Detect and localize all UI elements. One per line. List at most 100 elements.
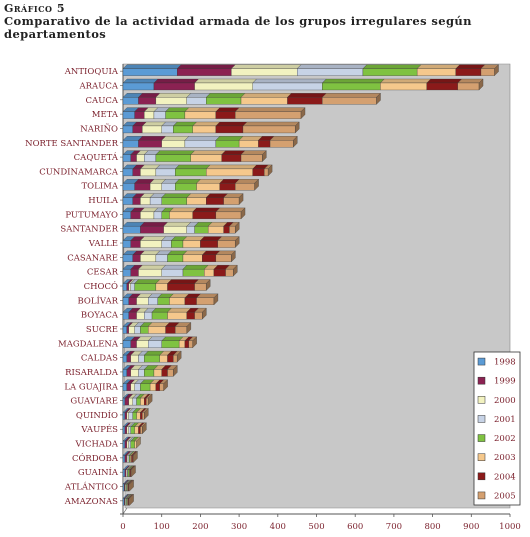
bar-segment <box>122 68 178 76</box>
bar-side <box>129 479 134 492</box>
bar-segment <box>130 154 137 162</box>
bar-segment <box>161 183 176 191</box>
bar-side <box>131 465 136 478</box>
x-tick-label: 1000 <box>499 522 521 532</box>
bar-segment <box>238 140 259 148</box>
category-label: CUNDINAMARCA <box>39 167 119 177</box>
bar-segment <box>149 383 157 391</box>
bar-segment <box>457 82 480 91</box>
bar-segment <box>215 140 240 148</box>
bar-segment <box>192 211 217 220</box>
bar-segment <box>140 397 145 406</box>
bar-segment <box>134 111 145 119</box>
bar-segment <box>196 297 215 305</box>
category-label: VICHADA <box>74 440 118 450</box>
bar-segment <box>194 283 207 291</box>
bar-segment <box>122 483 125 492</box>
bar-segment <box>122 369 128 377</box>
bar-side <box>186 322 192 334</box>
bar-segment <box>178 340 186 348</box>
bar-segment <box>126 383 131 391</box>
bar-segment-top <box>269 136 298 141</box>
bar-segment <box>130 383 135 391</box>
bar-segment <box>194 82 253 91</box>
bar-segment <box>122 297 129 305</box>
bar-segment <box>122 469 126 477</box>
bar-segment <box>167 254 184 263</box>
legend-swatch <box>477 415 486 423</box>
bar-segment <box>455 68 482 76</box>
bar-segment <box>124 412 128 420</box>
bar-segment <box>132 197 141 205</box>
bar-segment <box>148 326 166 334</box>
bar-segment <box>161 240 172 248</box>
bar-side <box>163 379 168 392</box>
bar-segment <box>204 269 215 277</box>
bar-segment-top <box>122 64 182 69</box>
bar-segment <box>231 68 298 76</box>
bar-segment <box>142 125 162 134</box>
bar-segment-top <box>416 64 461 69</box>
bar-segment <box>124 440 128 449</box>
bar-segment <box>169 211 193 220</box>
x-tick-label: 500 <box>308 522 324 532</box>
bar-segment <box>128 426 131 434</box>
legend-swatch <box>477 472 486 481</box>
bar-segment <box>134 383 141 391</box>
bar-segment <box>126 354 131 363</box>
bar-segment-top <box>192 207 221 213</box>
bar-side <box>173 365 178 377</box>
category-label: VAUPÉS <box>80 423 118 435</box>
bar-segment <box>130 369 139 377</box>
bar-segment-top <box>190 150 227 155</box>
bar-segment-top <box>161 193 192 198</box>
bar-segment <box>144 154 157 162</box>
bar-segment <box>186 226 195 234</box>
bar-side <box>235 221 240 234</box>
bar-segment <box>140 168 157 177</box>
bar-segment <box>200 240 218 248</box>
bar-side <box>267 164 273 177</box>
bar-segment <box>126 283 129 291</box>
bar-side <box>133 451 138 463</box>
bar-segment <box>128 283 131 291</box>
category-label: MAGDALENA <box>58 339 119 349</box>
bar-segment <box>122 211 131 220</box>
bar-segment-top <box>215 136 244 141</box>
x-tick-label: 800 <box>424 522 440 532</box>
bar-segment <box>206 97 242 105</box>
bar-segment <box>130 340 137 348</box>
bar-segment <box>322 97 377 105</box>
bar-segment <box>122 254 133 263</box>
bar-side <box>254 178 259 191</box>
bar-segment <box>122 397 126 406</box>
bar-segment <box>129 455 131 463</box>
bar-side <box>192 336 197 349</box>
bar-segment <box>169 297 186 305</box>
bar-segment <box>167 369 174 377</box>
bar-segment-top <box>161 265 188 270</box>
bar-segment <box>138 140 162 148</box>
bar-segment-top <box>457 78 484 84</box>
bar-segment-top <box>287 93 327 98</box>
bar-segment-top <box>167 279 199 284</box>
bar-segment <box>124 397 129 406</box>
bar-segment <box>416 68 456 76</box>
bar-segment <box>219 183 236 191</box>
bar-segment <box>130 426 135 434</box>
category-label: PUTUMAYO <box>65 210 118 220</box>
x-tick-label: 700 <box>386 522 402 532</box>
bar-segment <box>130 240 141 248</box>
bar-segment <box>190 154 222 162</box>
bar-segment <box>130 269 139 277</box>
bar-segment <box>142 412 145 420</box>
bar-segment-top <box>184 107 221 112</box>
bar-segment <box>161 140 186 148</box>
bar-segment <box>163 226 188 234</box>
category-label: LA GUAJIRA <box>64 382 118 392</box>
x-tick-label: 600 <box>347 522 363 532</box>
bar-segment <box>130 211 141 220</box>
bar-segment <box>140 326 149 334</box>
bar-segment <box>126 426 129 434</box>
category-label: CASANARE <box>67 253 118 263</box>
